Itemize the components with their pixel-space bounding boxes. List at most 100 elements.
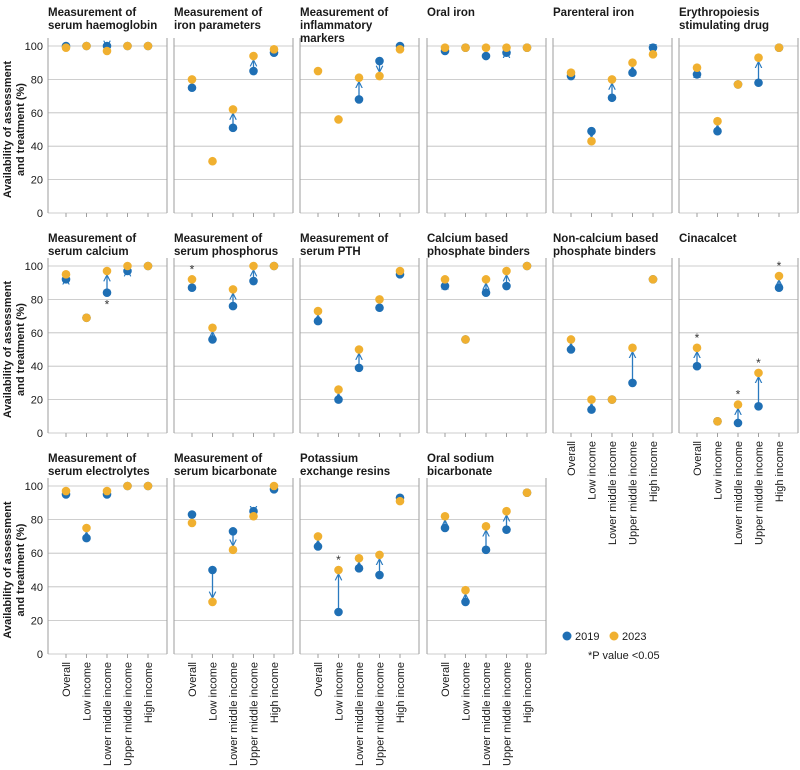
point-2023 [82, 313, 91, 323]
point-2023 [754, 368, 763, 378]
x-category-label: High income [648, 441, 660, 502]
x-category-label: Low income [461, 662, 473, 721]
panel-title: Measurement of [300, 7, 388, 19]
x-category-label: Upper middle income [123, 662, 135, 766]
point-2019 [187, 510, 197, 519]
point-2023 [61, 486, 71, 496]
panel: Oral iron [426, 7, 547, 217]
panel-title: serum phosphorus [174, 246, 278, 258]
y-axis-label: Availability of assessment [2, 61, 14, 198]
point-2023 [566, 68, 576, 78]
point-2023 [713, 116, 722, 126]
point-2019 [375, 570, 384, 580]
point-2019 [481, 51, 491, 61]
x-category-label: High income [774, 441, 786, 502]
point-2019 [334, 607, 343, 617]
y-axis-label: Availability of assessment [2, 501, 14, 638]
point-2023 [102, 266, 112, 276]
point-2023 [334, 565, 343, 575]
point-2023 [587, 395, 596, 404]
legend-significance-note: *P value <0.05 [588, 650, 660, 662]
point-2023 [774, 43, 784, 52]
point-2019 [375, 303, 384, 313]
point-2023 [648, 275, 658, 284]
x-category-label: High income [143, 662, 155, 723]
y-tick-label: 100 [25, 261, 43, 273]
x-category-label: Upper middle income [502, 662, 514, 766]
point-2019 [628, 68, 637, 78]
point-2019 [754, 78, 763, 88]
point-2019 [228, 123, 238, 133]
legend-label-2023: 2023 [622, 631, 646, 643]
significance-star: * [777, 259, 782, 273]
point-2023 [102, 46, 112, 56]
point-2023 [461, 585, 470, 595]
y-tick-label: 20 [31, 395, 43, 407]
point-2023 [566, 335, 576, 344]
point-2023 [269, 45, 279, 54]
y-tick-label: 100 [25, 481, 43, 493]
x-category-label: Overall [692, 441, 704, 476]
panel-title: Oral sodium [427, 453, 494, 465]
significance-star: * [336, 553, 341, 567]
point-2023 [692, 343, 702, 353]
x-category-label: Upper middle income [375, 662, 387, 766]
panel-title: markers [300, 33, 345, 45]
point-2023 [481, 522, 491, 531]
panel-title: Potassium [300, 453, 358, 465]
panel-title: Erythropoiesis [679, 7, 760, 19]
point-2019 [208, 565, 217, 575]
x-category-label: Lower middle income [733, 441, 745, 545]
x-category-label: Upper middle income [754, 441, 766, 545]
point-2019 [440, 523, 450, 533]
point-2023 [754, 53, 763, 62]
panel-title: Parenteral iron [553, 7, 634, 19]
point-2019 [334, 395, 343, 404]
point-2023 [733, 80, 743, 89]
x-category-label: Lower middle income [102, 662, 114, 766]
y-axis-label: and treatment (%) [15, 303, 27, 396]
legend-marker-2019 [562, 631, 572, 641]
point-2019 [354, 564, 364, 573]
point-2023 [249, 261, 258, 271]
panel-title: Non-calcium based [553, 233, 658, 245]
panel-title: inflammatory [300, 20, 373, 32]
x-category-label: Lower middle income [228, 662, 240, 766]
panel-title: stimulating drug [679, 20, 769, 32]
y-tick-label: 20 [31, 615, 43, 627]
panel-title: serum PTH [300, 246, 361, 258]
x-category-label: Lower middle income [481, 662, 493, 766]
point-2023 [143, 41, 153, 51]
point-2023 [354, 73, 364, 83]
point-2023 [628, 343, 637, 353]
y-tick-label: 0 [37, 428, 43, 440]
point-2023 [587, 136, 596, 146]
point-2023 [522, 43, 532, 52]
point-2019 [566, 345, 576, 354]
y-tick-label: 40 [31, 141, 43, 153]
point-2019 [628, 378, 637, 388]
point-2019 [375, 56, 384, 66]
point-2023 [143, 481, 153, 491]
point-2023 [82, 523, 91, 533]
point-2019 [587, 405, 596, 414]
panel-title: Measurement of [300, 233, 388, 245]
panel-title: serum electrolytes [48, 466, 150, 478]
x-category-label: Overall [313, 662, 325, 697]
point-2023 [102, 486, 112, 496]
point-2023 [481, 275, 491, 284]
point-2023 [648, 50, 658, 59]
legend-label-2019: 2019 [575, 631, 599, 643]
y-tick-label: 40 [31, 361, 43, 373]
panel: Cinacalcet * * * * Overall Low income Lower mid… [678, 233, 799, 545]
point-2023 [375, 71, 384, 81]
point-2023 [208, 156, 217, 166]
point-2023 [502, 506, 511, 516]
